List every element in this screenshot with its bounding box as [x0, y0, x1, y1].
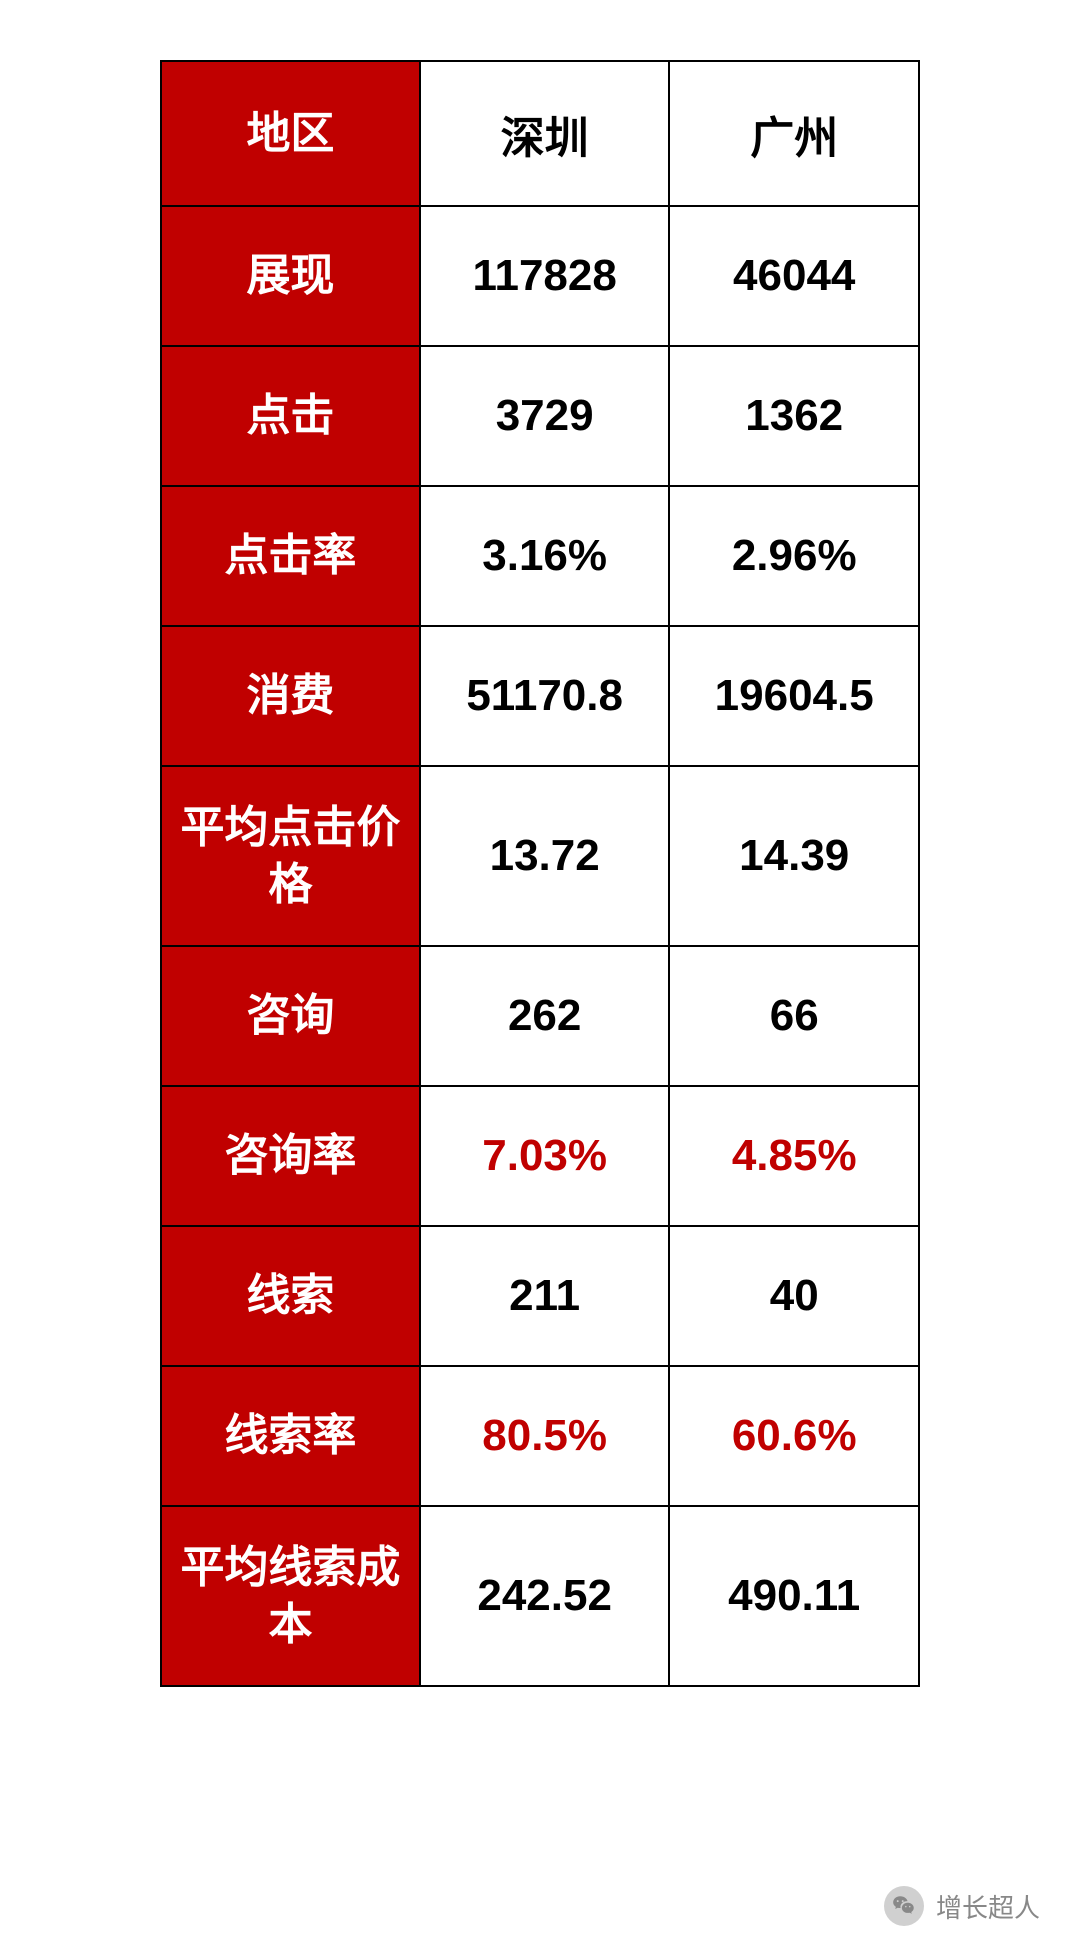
row-label: 消费 [161, 626, 420, 766]
row-label: 点击率 [161, 486, 420, 626]
data-cell: 262 [420, 946, 670, 1086]
data-cell: 60.6% [669, 1366, 919, 1506]
data-cell: 80.5% [420, 1366, 670, 1506]
row-label: 线索率 [161, 1366, 420, 1506]
row-label: 线索 [161, 1226, 420, 1366]
data-cell: 46044 [669, 206, 919, 346]
table-row: 消费51170.819604.5 [161, 626, 919, 766]
data-cell: 242.52 [420, 1506, 670, 1686]
data-cell: 51170.8 [420, 626, 670, 766]
row-label: 咨询 [161, 946, 420, 1086]
data-cell: 7.03% [420, 1086, 670, 1226]
table-row: 展现11782846044 [161, 206, 919, 346]
data-cell: 3.16% [420, 486, 670, 626]
table-row: 点击37291362 [161, 346, 919, 486]
data-cell: 深圳 [420, 61, 670, 206]
table-row: 咨询26266 [161, 946, 919, 1086]
table-row: 线索21140 [161, 1226, 919, 1366]
row-label: 展现 [161, 206, 420, 346]
table-body: 地区深圳广州展现11782846044点击37291362点击率3.16%2.9… [161, 61, 919, 1686]
data-cell: 66 [669, 946, 919, 1086]
data-cell: 40 [669, 1226, 919, 1366]
row-label: 地区 [161, 61, 420, 206]
data-cell: 4.85% [669, 1086, 919, 1226]
data-cell: 490.11 [669, 1506, 919, 1686]
table-row: 点击率3.16%2.96% [161, 486, 919, 626]
data-cell: 13.72 [420, 766, 670, 946]
table-row: 平均点击价格13.7214.39 [161, 766, 919, 946]
row-label: 平均线索成本 [161, 1506, 420, 1686]
table-row: 平均线索成本242.52490.11 [161, 1506, 919, 1686]
wechat-icon [884, 1886, 924, 1926]
data-cell: 117828 [420, 206, 670, 346]
data-cell: 211 [420, 1226, 670, 1366]
row-label: 咨询率 [161, 1086, 420, 1226]
data-cell: 14.39 [669, 766, 919, 946]
data-cell: 广州 [669, 61, 919, 206]
watermark-text: 增长超人 [936, 1888, 1040, 1925]
watermark: 增长超人 [884, 1886, 1040, 1926]
table-row: 地区深圳广州 [161, 61, 919, 206]
table-row: 咨询率7.03%4.85% [161, 1086, 919, 1226]
data-cell: 19604.5 [669, 626, 919, 766]
data-cell: 2.96% [669, 486, 919, 626]
data-cell: 3729 [420, 346, 670, 486]
metrics-table: 地区深圳广州展现11782846044点击37291362点击率3.16%2.9… [160, 60, 920, 1687]
row-label: 平均点击价格 [161, 766, 420, 946]
row-label: 点击 [161, 346, 420, 486]
data-cell: 1362 [669, 346, 919, 486]
table-row: 线索率80.5%60.6% [161, 1366, 919, 1506]
